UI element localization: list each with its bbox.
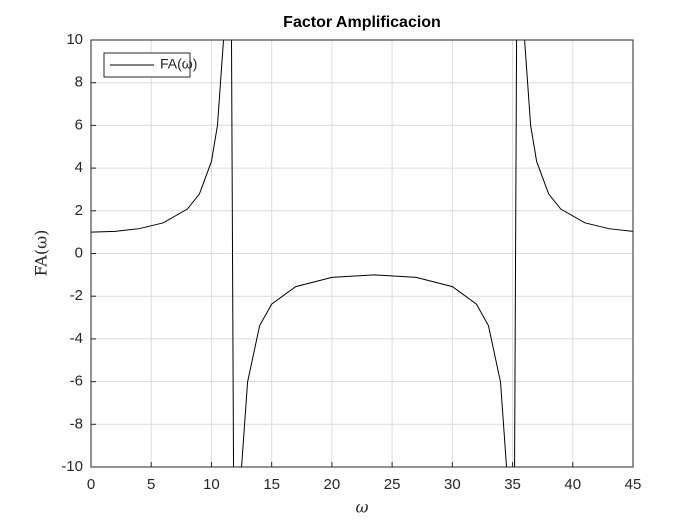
- y-tick-label: 6: [75, 116, 83, 133]
- y-tick-label: -10: [61, 458, 83, 475]
- data-line: [91, 40, 633, 467]
- legend-label: FA(ω): [160, 56, 197, 72]
- y-tick-label: 4: [75, 159, 83, 176]
- y-tick-label: -4: [70, 330, 83, 347]
- chart-title: Factor Amplificacion: [283, 14, 441, 31]
- x-tick-label: 35: [504, 476, 521, 493]
- x-tick-label: 5: [147, 476, 155, 493]
- y-tick-label: 0: [75, 244, 83, 261]
- y-tick-label: -6: [70, 373, 83, 390]
- x-axis-label: ω: [355, 498, 368, 517]
- y-tick-label: 8: [75, 74, 83, 91]
- x-tick-label: 15: [263, 476, 280, 493]
- x-tick-label: 10: [203, 476, 220, 493]
- x-tick-label: 40: [564, 476, 581, 493]
- x-tick-label: 45: [625, 476, 642, 493]
- x-tick-label: 0: [87, 476, 95, 493]
- y-tick-label: 2: [75, 202, 83, 219]
- y-tick-label: -8: [70, 415, 83, 432]
- y-tick-label: 10: [66, 31, 83, 48]
- x-tick-label: 20: [324, 476, 341, 493]
- x-tick-label: 25: [384, 476, 401, 493]
- y-tick-label: -2: [70, 287, 83, 304]
- y-axis-label: FA(ω): [32, 230, 51, 277]
- x-tick-label: 30: [444, 476, 461, 493]
